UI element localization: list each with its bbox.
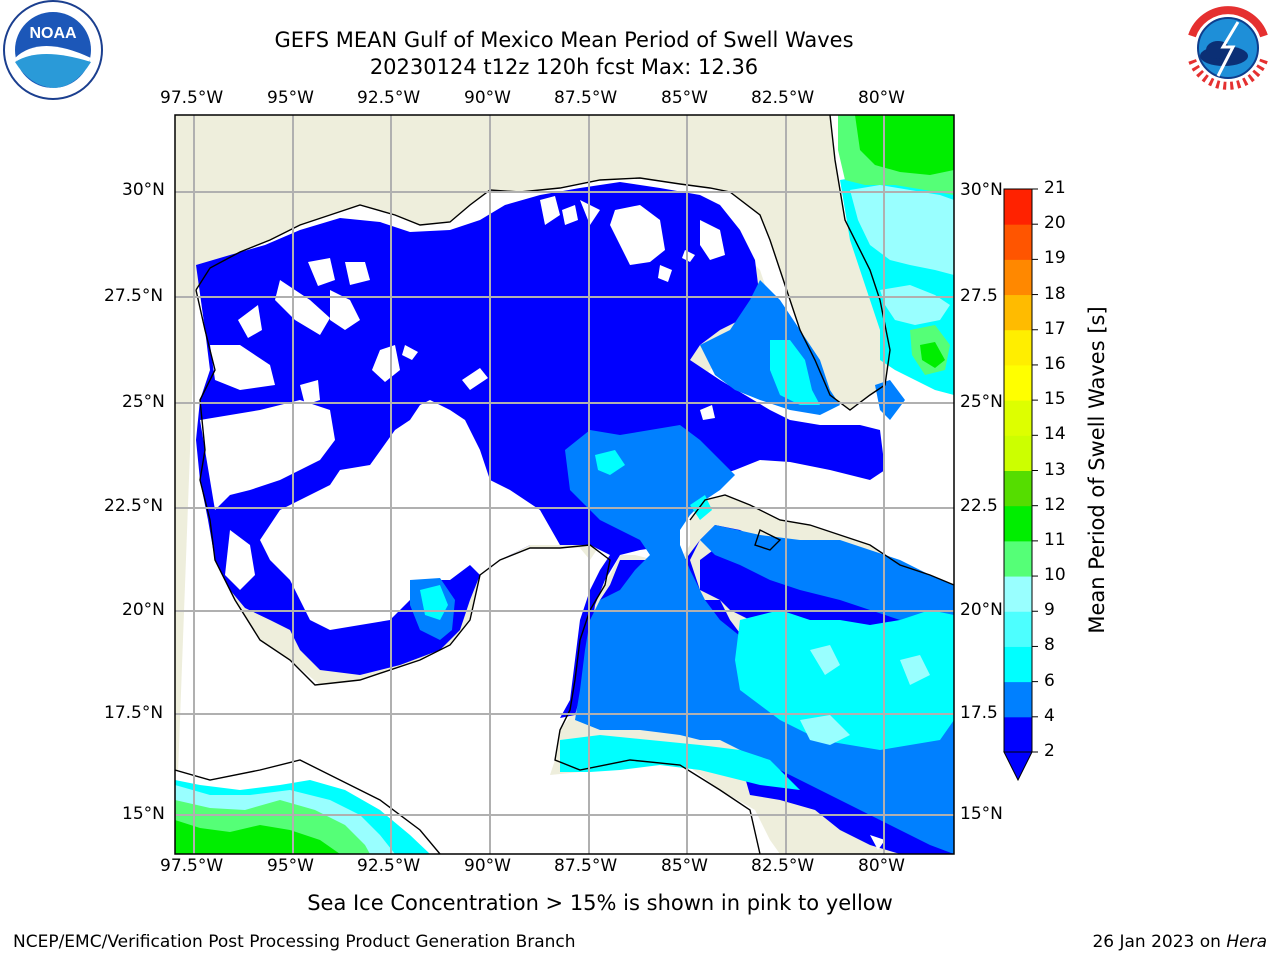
colorbar-segment	[1004, 224, 1032, 260]
map-grid	[175, 115, 954, 854]
colorbar-tick-label: 17	[1044, 318, 1066, 339]
lat-tick-left: 25°N	[122, 392, 165, 412]
footer-date: 26 Jan 2023 on Hera	[1092, 932, 1267, 952]
lon-tick-bottom: 80°W	[858, 856, 905, 876]
colorbar-segment	[1004, 364, 1032, 401]
lon-tick-bottom: 90°W	[464, 856, 511, 876]
colorbar-label: Mean Period of Swell Waves [s]	[1085, 306, 1109, 634]
colorbar-segment	[1004, 189, 1032, 225]
colorbar-tick-label: 15	[1044, 389, 1066, 410]
colorbar-tick-label: 14	[1044, 424, 1066, 445]
lon-tick-bottom: 85°W	[661, 856, 708, 876]
colorbar-segment	[1004, 259, 1032, 296]
colorbar-tick-label: 6	[1044, 670, 1055, 691]
lat-tick-right: 22.5	[960, 496, 998, 516]
colorbar-extend-arrow	[1003, 751, 1033, 782]
colorbar	[1003, 188, 1038, 753]
colorbar-segment	[1004, 681, 1032, 718]
lon-tick-bottom: 87.5°W	[554, 856, 618, 876]
lon-tick-top: 92.5°W	[357, 88, 421, 108]
colorbar-segment	[1004, 540, 1032, 577]
lat-tick-left: 30°N	[122, 180, 165, 200]
footer-date-text: 26 Jan 2023 on	[1092, 932, 1221, 952]
lon-tick-top: 82.5°W	[751, 88, 815, 108]
lat-tick-left: 20°N	[122, 600, 165, 620]
lon-tick-top: 87.5°W	[554, 88, 618, 108]
colorbar-tick-label: 16	[1044, 353, 1066, 374]
colorbar-segment	[1004, 294, 1032, 331]
lat-tick-right: 25°N	[960, 392, 1003, 412]
chart-title: GEFS MEAN Gulf of Mexico Mean Period of …	[274, 28, 854, 52]
colorbar-tick-label: 11	[1044, 529, 1066, 550]
lat-tick-left: 15°N	[122, 804, 165, 824]
colorbar-tick-label: 9	[1044, 600, 1055, 621]
lat-tick-left: 22.5°N	[104, 496, 164, 516]
colorbar-tick-label: 20	[1044, 213, 1066, 234]
colorbar-tick-label: 13	[1044, 459, 1066, 480]
coastlines	[175, 115, 954, 854]
colorbar-tick-label: 4	[1044, 705, 1055, 726]
noaa-logo: NOAA	[0, 0, 106, 104]
lat-tick-left: 17.5°N	[104, 703, 164, 723]
chart-subtitle: 20230124 t12z 120h fcst Max: 12.36	[369, 55, 759, 79]
colorbar-segment	[1004, 400, 1032, 436]
colorbar-segment	[1004, 470, 1032, 507]
noaa-logo-text: NOAA	[29, 25, 77, 42]
colorbar-segment	[1004, 435, 1032, 471]
colorbar-segment	[1004, 611, 1032, 647]
colorbar-segment	[1004, 716, 1032, 753]
lon-tick-top: 95°W	[267, 88, 314, 108]
lon-tick-top: 85°W	[661, 88, 708, 108]
lat-tick-right: 27.5	[960, 286, 998, 306]
lon-tick-top: 97.5°W	[160, 88, 224, 108]
colorbar-tick-label: 10	[1044, 565, 1066, 586]
swell-band-10-11	[175, 115, 954, 854]
colorbar-segment	[1004, 329, 1032, 366]
lat-tick-right: 15°N	[960, 804, 1003, 824]
colorbar-tick-label: 19	[1044, 248, 1066, 269]
nws-logo	[1178, 0, 1278, 100]
lat-tick-right: 20°N	[960, 600, 1003, 620]
colorbar-tick-label: 12	[1044, 494, 1066, 515]
colorbar-tick-label: 8	[1044, 635, 1055, 656]
footer-host: Hera	[1226, 932, 1267, 952]
sea-ice-note-text: Sea Ice Concentration > 15% is shown in …	[307, 891, 893, 915]
lon-tick-bottom: 92.5°W	[357, 856, 421, 876]
lat-tick-right: 30°N	[960, 180, 1003, 200]
colorbar-tick-label: 21	[1044, 178, 1066, 198]
colorbar-segment	[1004, 505, 1032, 542]
colorbar-tick-label: 18	[1044, 283, 1066, 304]
lon-tick-bottom: 95°W	[267, 856, 314, 876]
lon-tick-bottom: 82.5°W	[751, 856, 815, 876]
sea-ice-note: Sea Ice Concentration > 15% is shown in …	[0, 891, 1280, 915]
lon-tick-top: 90°W	[464, 88, 511, 108]
lon-tick-bottom: 97.5°W	[160, 856, 224, 876]
colorbar-tick-label: 2	[1044, 741, 1055, 761]
map-frame	[174, 114, 955, 855]
colorbar-segment	[1004, 576, 1032, 612]
footer-credit: NCEP/EMC/Verification Post Processing Pr…	[13, 932, 576, 952]
lon-tick-top: 80°W	[858, 88, 905, 108]
colorbar-segment	[1004, 646, 1032, 683]
lat-tick-left: 27.5°N	[104, 286, 164, 306]
lat-tick-right: 17.5	[960, 703, 998, 723]
map-plot-area	[175, 115, 954, 854]
